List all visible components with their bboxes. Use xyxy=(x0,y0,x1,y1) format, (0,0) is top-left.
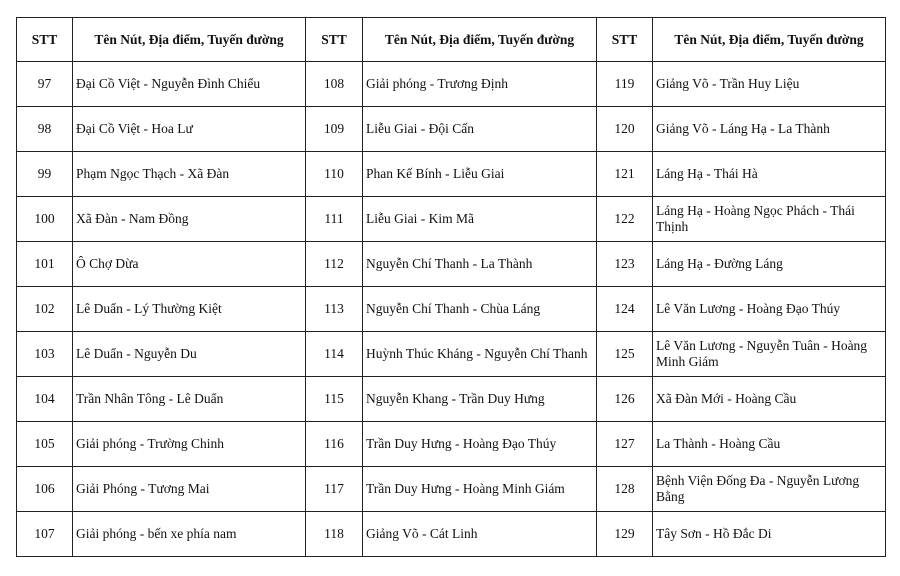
stt-cell: 107 xyxy=(16,511,73,557)
location-name-cell: Giải phóng - Trương Định xyxy=(362,61,597,107)
table-row: 103 Lê Duẩn - Nguyễn Du 114 Huỳnh Thúc Khán… xyxy=(16,331,886,377)
location-name-cell: Láng Hạ - Thái Hà xyxy=(652,151,886,197)
location-name-cell: Giảng Võ - Cát Linh xyxy=(362,511,597,557)
location-name-cell: Phan Kế Bính - Liễu Giai xyxy=(362,151,597,197)
stt-cell: 100 xyxy=(16,196,73,242)
header-name: Tên Nút, Địa điểm, Tuyến đường xyxy=(72,17,306,62)
stt-cell: 125 xyxy=(596,331,653,377)
stt-cell: 99 xyxy=(16,151,73,197)
table-row: 107 Giải phóng - bến xe phía nam 118 Giảng … xyxy=(16,511,886,557)
header-name: Tên Nút, Địa điểm, Tuyến đường xyxy=(652,17,886,62)
location-name-cell: Liễu Giai - Kim Mã xyxy=(362,196,597,242)
table-row: 101 Ô Chợ Dừa 112 Nguyễn Chí Thanh - La Thà… xyxy=(16,241,886,287)
location-name-cell: Xã Đàn Mới - Hoàng Cầu xyxy=(652,376,886,422)
location-name-cell: Láng Hạ - Đường Láng xyxy=(652,241,886,287)
header-stt: STT xyxy=(596,17,653,62)
stt-cell: 117 xyxy=(305,466,363,512)
intersection-table: STT Tên Nút, Địa điểm, Tuyến đường STT T… xyxy=(16,17,886,557)
stt-cell: 127 xyxy=(596,421,653,467)
stt-cell: 111 xyxy=(305,196,363,242)
location-name-cell: Láng Hạ - Hoàng Ngọc Phách - Thái Thịnh xyxy=(652,196,886,242)
location-name-cell: Lê Duẩn - Lý Thường Kiệt xyxy=(72,286,306,332)
stt-cell: 122 xyxy=(596,196,653,242)
table-row: 102 Lê Duẩn - Lý Thường Kiệt 113 Nguyễn Chí… xyxy=(16,286,886,332)
stt-cell: 115 xyxy=(305,376,363,422)
stt-cell: 104 xyxy=(16,376,73,422)
location-name-cell: Xã Đàn - Nam Đồng xyxy=(72,196,306,242)
stt-cell: 118 xyxy=(305,511,363,557)
location-name-cell: Phạm Ngọc Thạch - Xã Đàn xyxy=(72,151,306,197)
location-name-cell: Nguyễn Khang - Trần Duy Hưng xyxy=(362,376,597,422)
location-name-cell: Nguyễn Chí Thanh - La Thành xyxy=(362,241,597,287)
location-name-cell: Trần Duy Hưng - Hoàng Minh Giám xyxy=(362,466,597,512)
stt-cell: 124 xyxy=(596,286,653,332)
stt-cell: 102 xyxy=(16,286,73,332)
stt-cell: 110 xyxy=(305,151,363,197)
location-name-cell: Huỳnh Thúc Kháng - Nguyễn Chí Thanh xyxy=(362,331,597,377)
table-row: 105 Giải phóng - Trường Chinh 116 Trần Duy … xyxy=(16,421,886,467)
header-stt: STT xyxy=(16,17,73,62)
location-name-cell: Nguyễn Chí Thanh - Chùa Láng xyxy=(362,286,597,332)
stt-cell: 121 xyxy=(596,151,653,197)
table-row: 97 Đại Cồ Việt - Nguyễn Đình Chiểu 108 Giải… xyxy=(16,61,886,107)
stt-cell: 106 xyxy=(16,466,73,512)
location-name-cell: Đại Cồ Việt - Hoa Lư xyxy=(72,106,306,152)
table-row: 99 Phạm Ngọc Thạch - Xã Đàn 110 Phan Kế Bín… xyxy=(16,151,886,197)
location-name-cell: Tây Sơn - Hồ Đắc Di xyxy=(652,511,886,557)
stt-cell: 101 xyxy=(16,241,73,287)
stt-cell: 128 xyxy=(596,466,653,512)
table-row: 106 Giải Phóng - Tương Mai 117 Trần Duy Hưn… xyxy=(16,466,886,512)
location-name-cell: Ô Chợ Dừa xyxy=(72,241,306,287)
location-name-cell: Trần Nhân Tông - Lê Duẩn xyxy=(72,376,306,422)
stt-cell: 112 xyxy=(305,241,363,287)
location-name-cell: Giải Phóng - Tương Mai xyxy=(72,466,306,512)
location-name-cell: La Thành - Hoàng Cầu xyxy=(652,421,886,467)
stt-cell: 98 xyxy=(16,106,73,152)
stt-cell: 126 xyxy=(596,376,653,422)
location-name-cell: Lê Văn Lương - Hoàng Đạo Thúy xyxy=(652,286,886,332)
stt-cell: 129 xyxy=(596,511,653,557)
location-name-cell: Đại Cồ Việt - Nguyễn Đình Chiểu xyxy=(72,61,306,107)
stt-cell: 113 xyxy=(305,286,363,332)
location-name-cell: Giảng Võ - Láng Hạ - La Thành xyxy=(652,106,886,152)
location-name-cell: Liễu Giai - Đội Cấn xyxy=(362,106,597,152)
location-name-cell: Bệnh Viện Đống Đa - Nguyễn Lương Bằng xyxy=(652,466,886,512)
location-name-cell: Lê Duẩn - Nguyễn Du xyxy=(72,331,306,377)
header-row: STT Tên Nút, Địa điểm, Tuyến đường STT T… xyxy=(16,17,886,62)
location-name-cell: Lê Văn Lương - Nguyễn Tuân - Hoàng Minh … xyxy=(652,331,886,377)
stt-cell: 116 xyxy=(305,421,363,467)
location-name-cell: Trần Duy Hưng - Hoàng Đạo Thúy xyxy=(362,421,597,467)
stt-cell: 123 xyxy=(596,241,653,287)
header-name: Tên Nút, Địa điểm, Tuyến đường xyxy=(362,17,597,62)
stt-cell: 105 xyxy=(16,421,73,467)
table-row: 98 Đại Cồ Việt - Hoa Lư 109 Liễu Giai - Đội… xyxy=(16,106,886,152)
stt-cell: 119 xyxy=(596,61,653,107)
stt-cell: 114 xyxy=(305,331,363,377)
table-row: 104 Trần Nhân Tông - Lê Duẩn 115 Nguyễn Kha… xyxy=(16,376,886,422)
stt-cell: 97 xyxy=(16,61,73,107)
stt-cell: 120 xyxy=(596,106,653,152)
header-stt: STT xyxy=(305,17,363,62)
location-name-cell: Giảng Võ - Trần Huy Liệu xyxy=(652,61,886,107)
location-name-cell: Giải phóng - bến xe phía nam xyxy=(72,511,306,557)
table-row: 100 Xã Đàn - Nam Đồng 111 Liễu Giai - Kim M… xyxy=(16,196,886,242)
stt-cell: 103 xyxy=(16,331,73,377)
location-name-cell: Giải phóng - Trường Chinh xyxy=(72,421,306,467)
stt-cell: 109 xyxy=(305,106,363,152)
stt-cell: 108 xyxy=(305,61,363,107)
